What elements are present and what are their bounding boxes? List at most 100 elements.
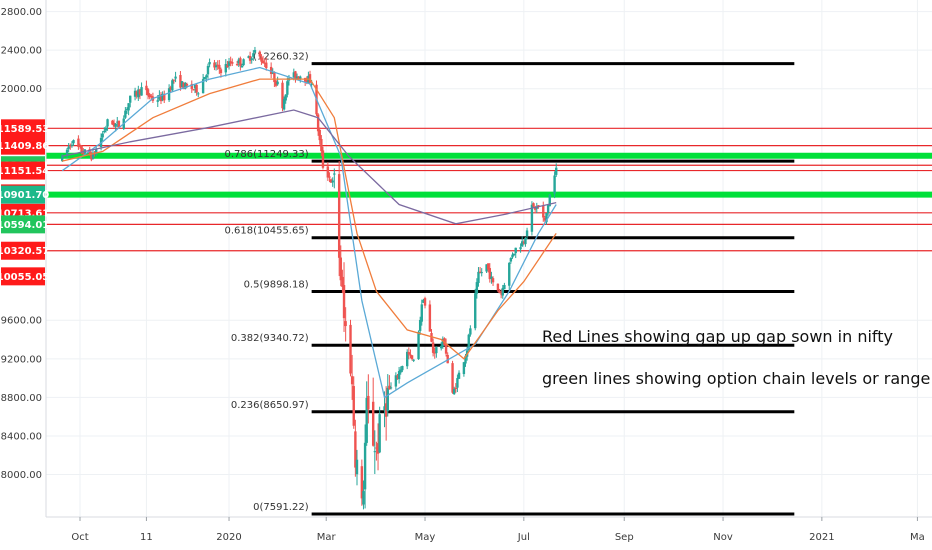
y-tick-label: 9200.00 [1, 354, 42, 365]
price-badge-label: 11409.86 [0, 141, 49, 152]
candle-body [410, 355, 414, 360]
x-tick-label: 2020 [216, 532, 241, 543]
candle-body [65, 149, 69, 155]
candle-body [195, 84, 198, 93]
candle-body [321, 150, 325, 168]
candle-body [286, 81, 289, 95]
candle-body [67, 146, 70, 149]
candle-body [174, 76, 177, 79]
candle-body [469, 328, 472, 335]
candle-body [163, 94, 166, 101]
fib-label: 0.382(9340.72) [231, 333, 309, 344]
candle-body [543, 217, 547, 221]
price-badge [1, 267, 45, 286]
x-tick-label: May [415, 532, 436, 543]
price-badge [1, 241, 45, 260]
candle-body [112, 122, 116, 127]
candle-body [456, 378, 459, 388]
candle-body [548, 194, 551, 207]
candle-body [80, 145, 83, 153]
y-axis[interactable]: 12800.00 12400.00 12000.00 9600.00 9200.00 88… [0, 0, 47, 517]
candle-body [158, 95, 161, 100]
candle-body [341, 276, 344, 287]
moving-average-line [62, 109, 557, 225]
candle-body [553, 175, 556, 194]
candle-body [282, 98, 286, 110]
price-badge-label: 10320.57 [0, 246, 49, 257]
candle-body [95, 148, 98, 155]
x-tick-label: Nov [713, 532, 733, 543]
candle-body [182, 82, 185, 90]
candle-body [127, 103, 130, 111]
candle-body [231, 62, 234, 64]
fib-label: 0.786(11249.33) [224, 149, 308, 160]
candle-body [106, 119, 109, 127]
candle-body [396, 376, 399, 378]
candle-body [239, 58, 242, 66]
candlesticks [60, 46, 558, 510]
candle-body [401, 366, 404, 371]
candle-body [273, 71, 276, 83]
candle-body [451, 363, 454, 393]
candle-body [422, 299, 425, 303]
candle-body [525, 230, 529, 237]
moving-average-line [61, 66, 557, 399]
candle-body [373, 451, 377, 453]
candle-body [197, 93, 200, 95]
price-badges: 11589.5311409.8611207.1111151.5410914.96… [0, 119, 49, 286]
candle-body [501, 287, 504, 296]
candle-body [333, 173, 336, 175]
candle-body [360, 466, 364, 499]
x-axis[interactable]: Oct 11 2020 Mar May Jul Sep Nov 2021 Ma [46, 516, 932, 543]
y-tick-label: 12800.00 [0, 7, 42, 18]
candle-body [485, 264, 488, 272]
candle-body [179, 74, 182, 88]
candle-body [509, 257, 513, 262]
candle-body [339, 257, 342, 281]
candle-body [213, 62, 216, 68]
fib-label: 0(7591.22) [253, 502, 309, 513]
candle-body [117, 120, 121, 128]
candle-body [203, 76, 206, 80]
candle-body [386, 387, 389, 412]
candle-body [365, 397, 368, 443]
candle-body [490, 276, 493, 279]
candle-body [172, 79, 176, 81]
candle-body [433, 352, 436, 354]
candle-body [318, 129, 321, 141]
candle-body [281, 82, 284, 109]
candle-body [545, 212, 548, 223]
candle-body [124, 110, 127, 118]
candle-body [227, 61, 231, 66]
candle-body [532, 203, 535, 207]
candle-body [169, 87, 172, 90]
candle-body [344, 321, 347, 327]
candle-body [462, 362, 466, 375]
fibonacci-levels: (12260.32) 0.786(11249.33) 0.618(10455.65)… [224, 52, 795, 516]
x-tick-label: Oct [71, 532, 88, 543]
candle-body [399, 369, 402, 373]
candle-body [140, 87, 143, 96]
candle-body [161, 93, 164, 101]
candle-body [383, 406, 386, 411]
candle-body [389, 387, 393, 389]
candle-body [156, 100, 159, 102]
candle-body [412, 359, 415, 361]
candle-body [555, 167, 558, 175]
candle-body [219, 69, 223, 74]
candle-body [441, 338, 445, 346]
candle-body [133, 90, 137, 97]
x-tick-label: Sep [615, 532, 634, 543]
candle-body [77, 138, 80, 147]
candle-body [90, 153, 93, 160]
candle-body [486, 263, 490, 270]
candle-body [101, 133, 104, 138]
candle-body [522, 242, 526, 244]
candle-body [521, 241, 524, 247]
x-tick-label: Mar [317, 532, 337, 543]
candle-body [250, 58, 253, 60]
candle-body [276, 81, 279, 85]
y-tick-label: 8800.00 [1, 393, 42, 404]
candle-body [326, 166, 330, 178]
candle-body [185, 83, 189, 86]
